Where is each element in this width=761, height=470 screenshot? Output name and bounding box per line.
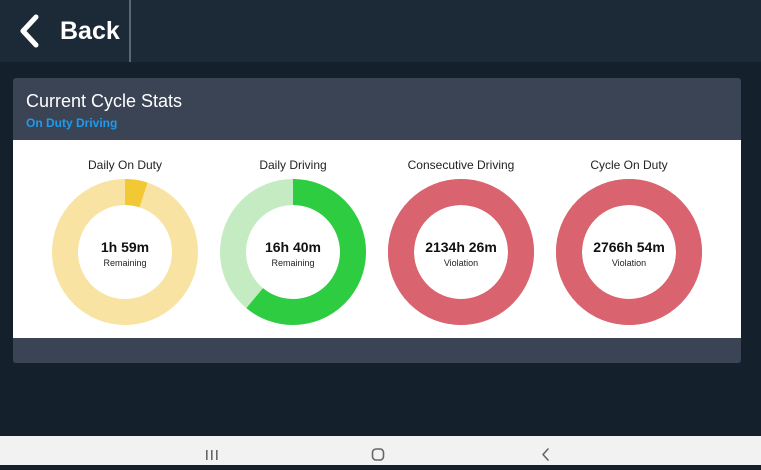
back-nav-icon bbox=[542, 448, 549, 461]
recent-apps-button[interactable] bbox=[192, 436, 232, 465]
gauge-value: 2766h 54m bbox=[593, 239, 665, 255]
gauge-consecutive-driving: Consecutive Driving 2134h 26m Violation bbox=[377, 140, 545, 338]
gauge-daily-on-duty: Daily On Duty 1h 59m Remaining bbox=[41, 140, 209, 338]
donut-fill bbox=[388, 179, 534, 325]
donut-fill bbox=[52, 179, 198, 325]
donut-chart bbox=[556, 179, 702, 325]
top-bar: Back bbox=[0, 0, 761, 62]
system-nav-bar bbox=[0, 436, 761, 465]
back-label: Back bbox=[60, 16, 120, 45]
cycle-stats-panel: Current Cycle Stats On Duty Driving Dail… bbox=[13, 78, 741, 363]
gauge-status: Violation bbox=[611, 258, 647, 268]
donut-chart bbox=[52, 179, 198, 325]
chevron-left-icon bbox=[20, 14, 39, 48]
home-button[interactable] bbox=[358, 436, 398, 465]
home-icon bbox=[371, 448, 385, 461]
gauge-label: Daily Driving bbox=[259, 158, 327, 172]
recent-apps-icon bbox=[206, 450, 218, 460]
panel-title: Current Cycle Stats bbox=[26, 91, 183, 111]
gauge-label: Cycle On Duty bbox=[590, 158, 668, 172]
gauge-label: Consecutive Driving bbox=[407, 158, 515, 172]
panel-subtitle: On Duty Driving bbox=[26, 116, 118, 130]
gauge-label: Daily On Duty bbox=[87, 158, 163, 172]
stats-row: Daily On Duty 1h 59m Remaining Daily Dri… bbox=[13, 140, 741, 338]
gauge-value: 2134h 26m bbox=[425, 239, 497, 255]
gauge-value: 16h 40m bbox=[264, 239, 322, 255]
gauge-status: Violation bbox=[443, 258, 479, 268]
back-button[interactable]: Back bbox=[0, 0, 131, 62]
gauge-status: Remaining bbox=[271, 258, 315, 268]
gauge-cycle-on-duty: Cycle On Duty 2766h 54m Violation bbox=[545, 140, 713, 338]
donut-fill bbox=[220, 179, 366, 325]
nav-back-button[interactable] bbox=[525, 436, 565, 465]
gauge-daily-driving: Daily Driving 16h 40m Remaining bbox=[209, 140, 377, 338]
gauge-status: Remaining bbox=[103, 258, 147, 268]
donut-chart bbox=[220, 179, 366, 325]
gauge-value: 1h 59m bbox=[100, 239, 150, 255]
donut-fill bbox=[556, 179, 702, 325]
donut-chart bbox=[388, 179, 534, 325]
